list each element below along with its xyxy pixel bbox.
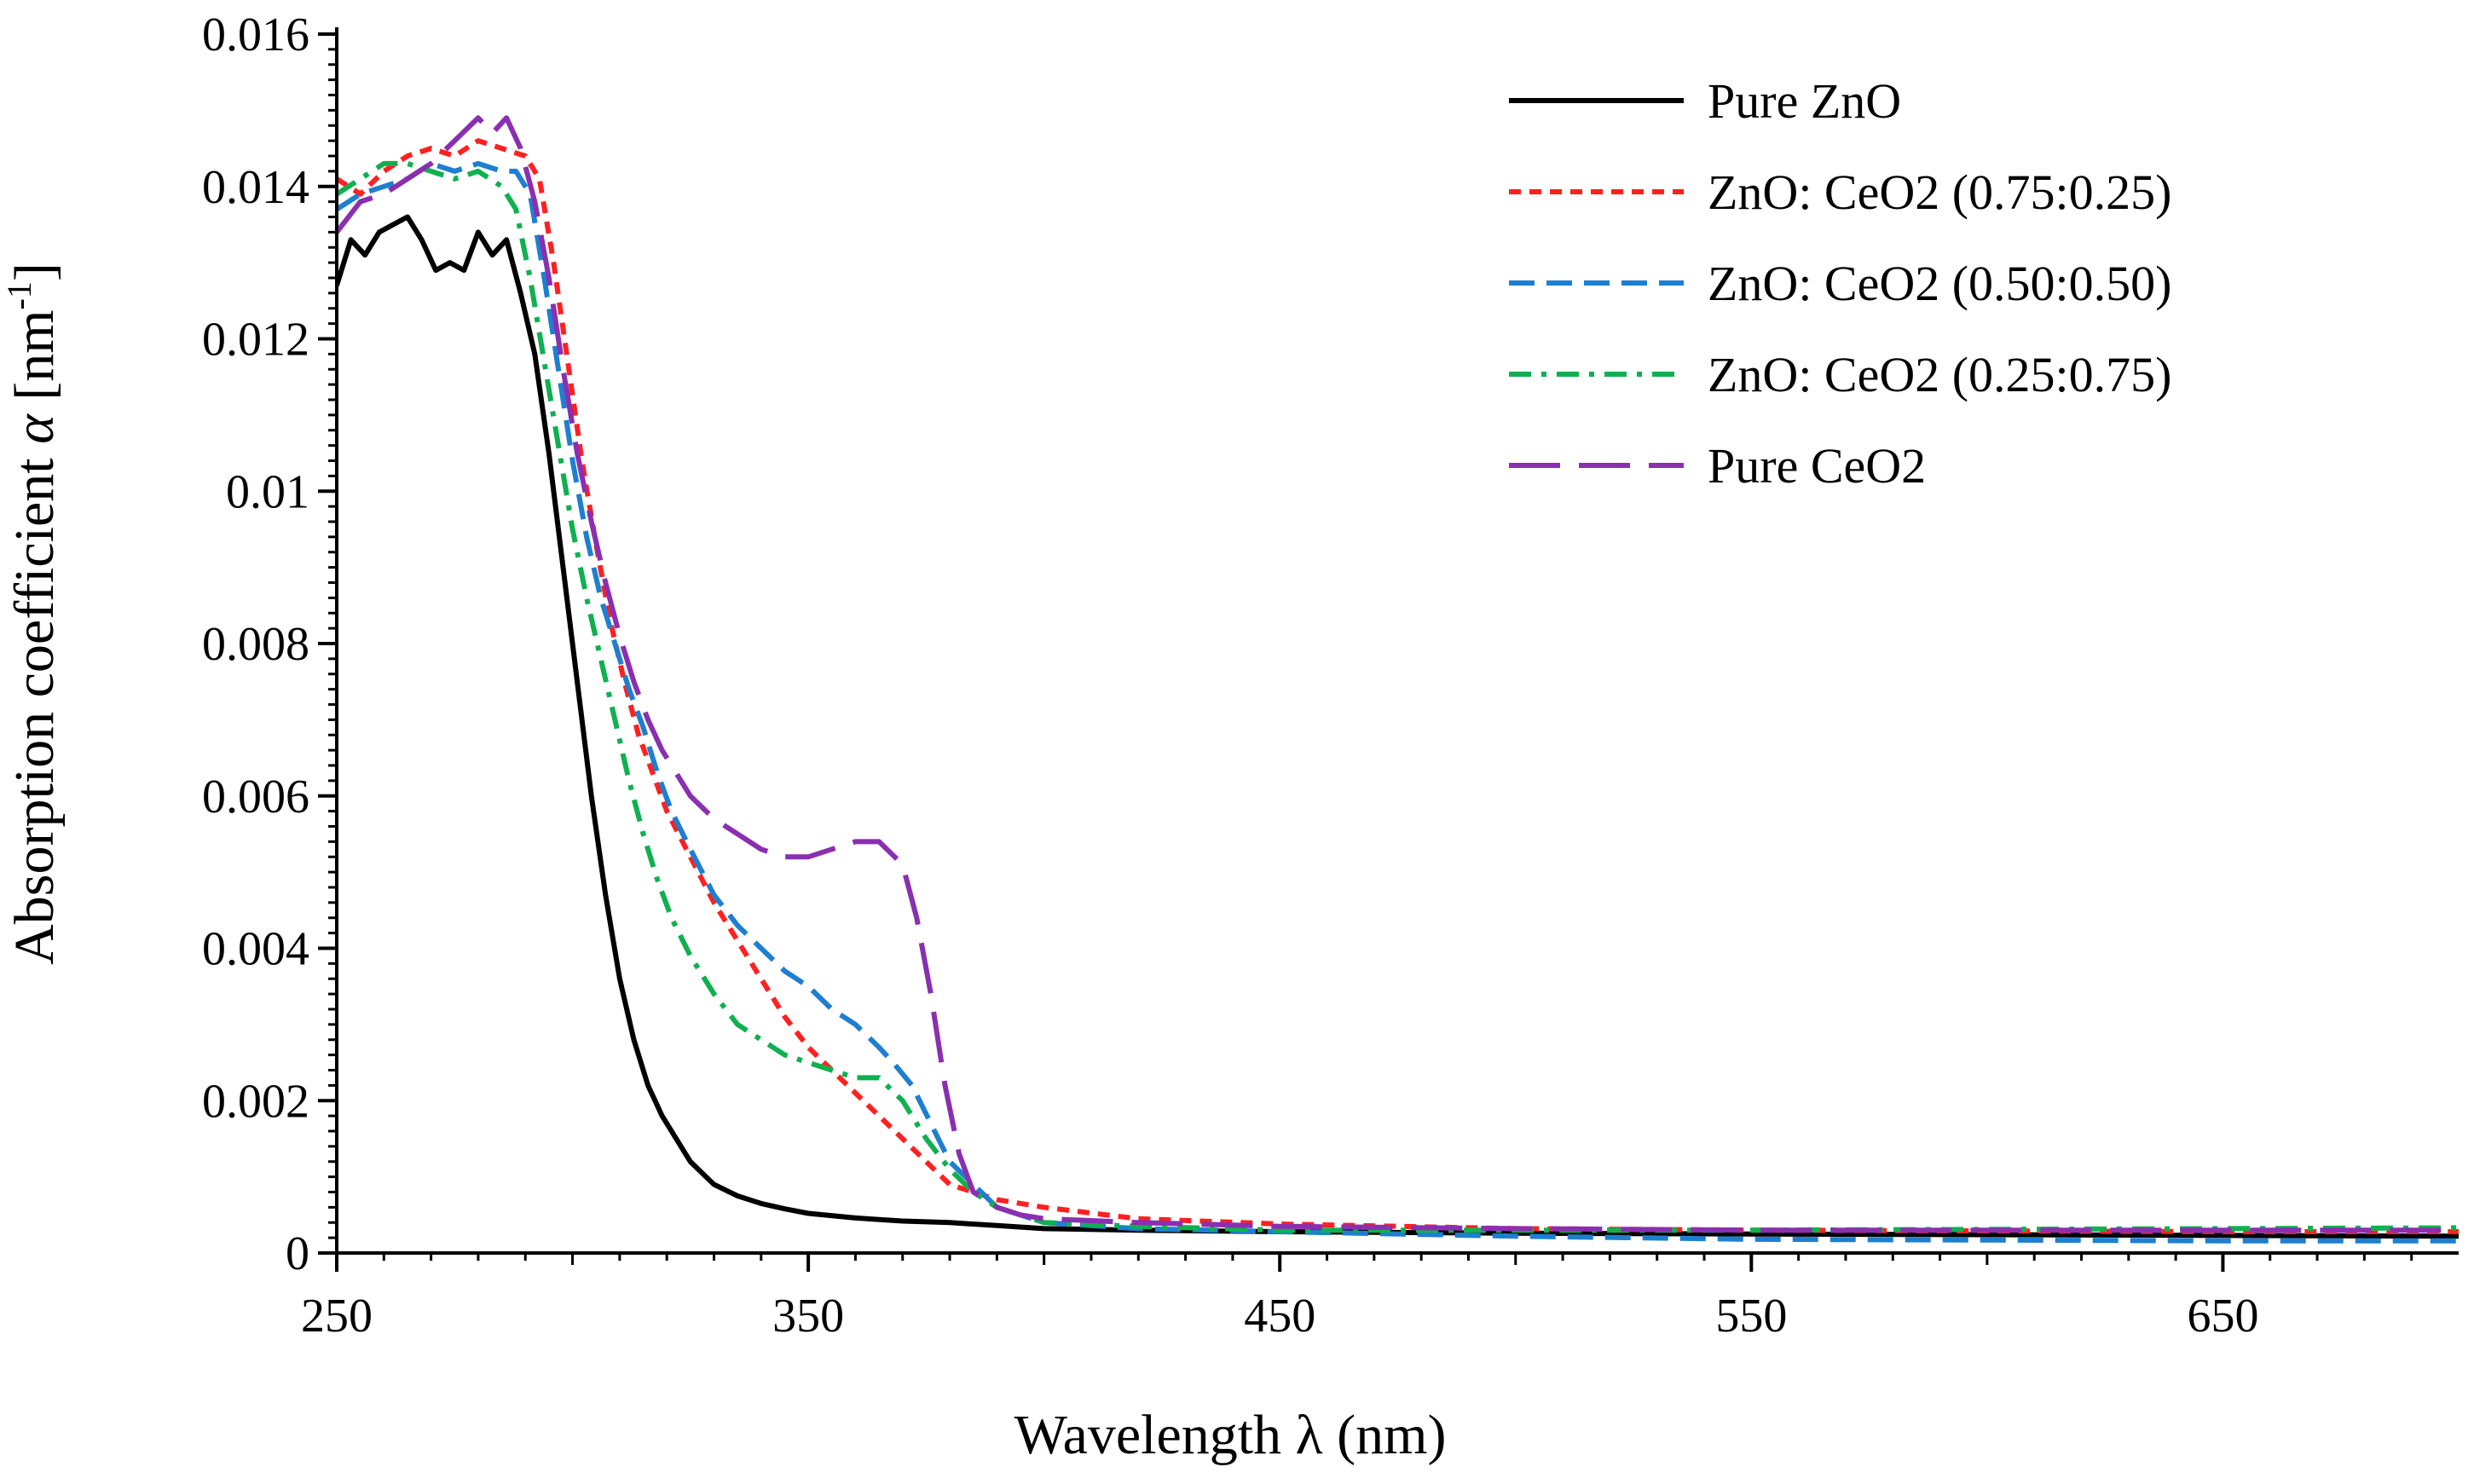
- y-tick-label: 0.008: [202, 618, 309, 671]
- ticks: 250 350 450 550 650 0 0.002 0.004 0.006 0.008 0.01…: [202, 9, 2413, 1343]
- series-lines: [337, 115, 2459, 1244]
- series-line-2: [337, 138, 2459, 1234]
- y-tick-label: 0.012: [202, 314, 309, 367]
- x-axis-title: Wavelength λ (nm): [1014, 1404, 1447, 1466]
- y-axis-title-unit-sup: -1: [0, 281, 38, 309]
- y-axis-title-prefix: Absorption coefficient: [3, 444, 66, 965]
- legend: Pure ZnO ZnO: CeO2 (0.75:0.25) ZnO: CeO2 (…: [1509, 73, 2172, 494]
- legend-label-3: ZnO: CeO2 (0.50:0.50): [1708, 256, 2172, 311]
- y-axis-title-unit-open: [nm: [3, 309, 66, 414]
- legend-label-1: Pure ZnO: [1708, 73, 1901, 129]
- y-tick-label: 0.002: [202, 1075, 309, 1128]
- y-axis-title-symbol: α: [3, 413, 66, 444]
- legend-label-5: Pure CeO2: [1708, 438, 1926, 494]
- y-tick-label: 0.004: [202, 923, 309, 976]
- x-tick-label: 250: [301, 1290, 373, 1343]
- y-tick-label: 0.016: [202, 9, 309, 61]
- x-tick-label: 350: [772, 1290, 844, 1343]
- y-tick-label: 0: [286, 1227, 309, 1280]
- x-tick-label: 650: [2187, 1290, 2258, 1343]
- x-tick-label: 450: [1244, 1290, 1315, 1343]
- y-axis-title-unit-close: ]: [3, 263, 66, 281]
- series-line-5: [337, 115, 2459, 1233]
- y-axis-title: Absorption coefficient α [nm-1]: [0, 263, 66, 965]
- legend-label-2: ZnO: CeO2 (0.75:0.25): [1708, 165, 2172, 220]
- y-tick-label: 0.014: [202, 161, 309, 214]
- x-tick-label: 550: [1715, 1290, 1787, 1343]
- legend-label-4: ZnO: CeO2 (0.25:0.75): [1708, 347, 2172, 402]
- y-tick-label: 0.01: [226, 465, 309, 518]
- series-line-1: [337, 214, 2459, 1239]
- series-line-4: [337, 160, 2459, 1233]
- y-tick-label: 0.006: [202, 771, 309, 823]
